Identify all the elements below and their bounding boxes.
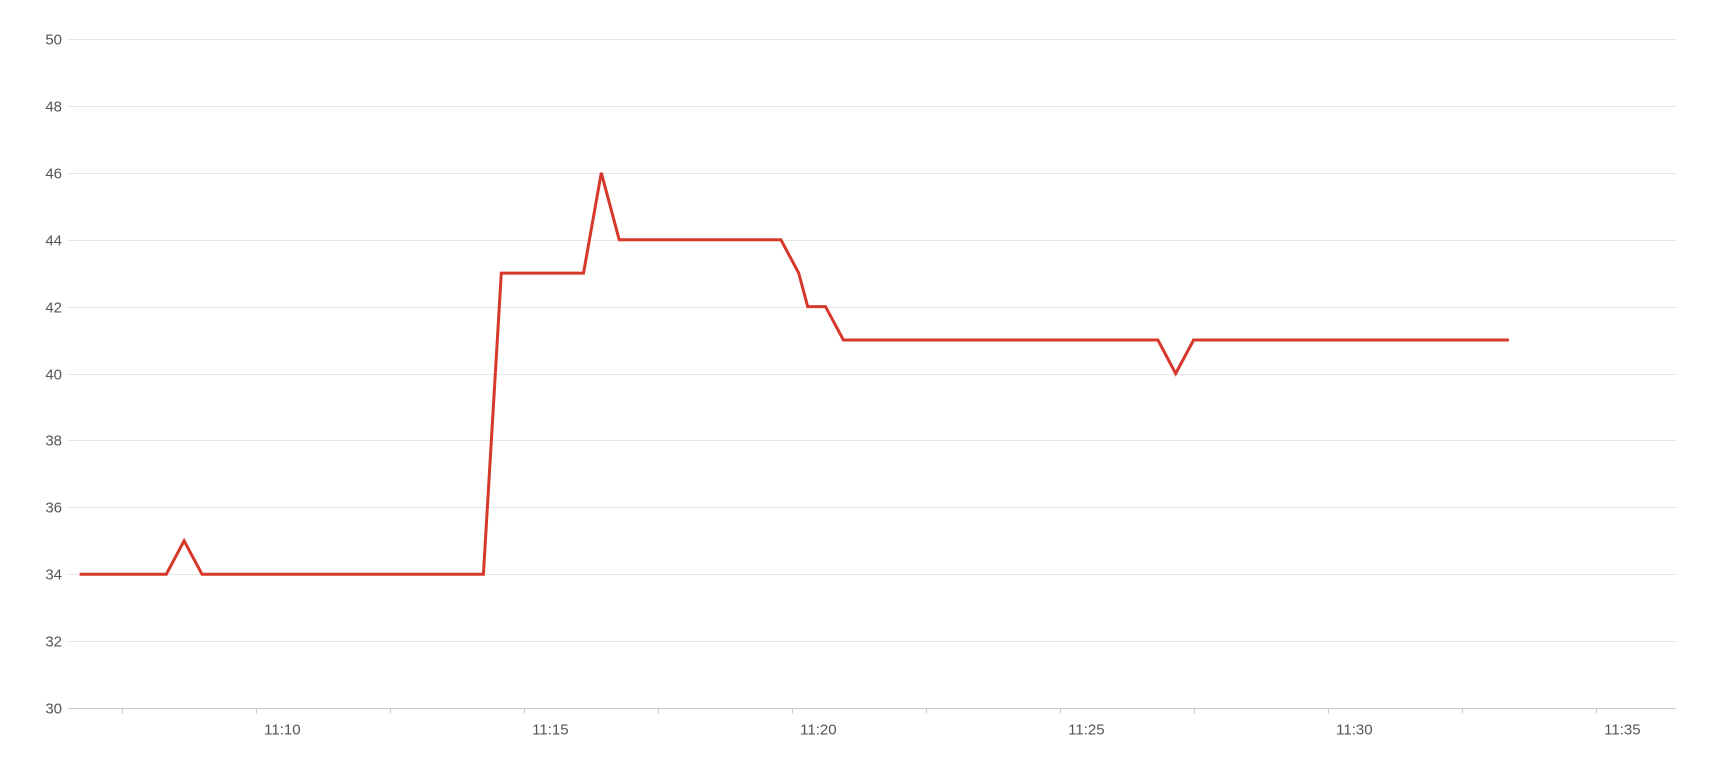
x-tick-label: 11:15: [532, 722, 568, 739]
y-tick-label: 46: [45, 166, 62, 183]
y-tick-label: 48: [45, 99, 62, 116]
x-tick-label: 11:20: [800, 722, 836, 739]
x-tick-label: 11:30: [1336, 722, 1372, 739]
y-tick-label: 34: [45, 567, 62, 584]
x-tick-label: 11:25: [1068, 722, 1104, 739]
series-line: [79, 172, 1509, 576]
series: [79, 172, 1509, 576]
x-tick-label: 11:10: [264, 722, 300, 739]
y-tick-label: 42: [45, 300, 62, 317]
x-tick-label: 11:35: [1604, 722, 1640, 739]
y-tick-label: 44: [45, 233, 62, 250]
y-tick-label: 30: [45, 701, 62, 718]
x-axis-labels: 11:10 11:15 11:20 11:25 11:30 11:35: [264, 722, 1640, 739]
y-tick-label: 40: [45, 367, 62, 384]
y-tick-label: 36: [45, 500, 62, 517]
y-axis: 30 32 34 36 38 40 42 44 46 48 50: [45, 32, 62, 718]
x-axis: [68, 708, 1676, 714]
y-tick-label: 32: [45, 634, 62, 651]
y-tick-label: 50: [45, 32, 62, 49]
y-tick-label: 38: [45, 433, 62, 450]
